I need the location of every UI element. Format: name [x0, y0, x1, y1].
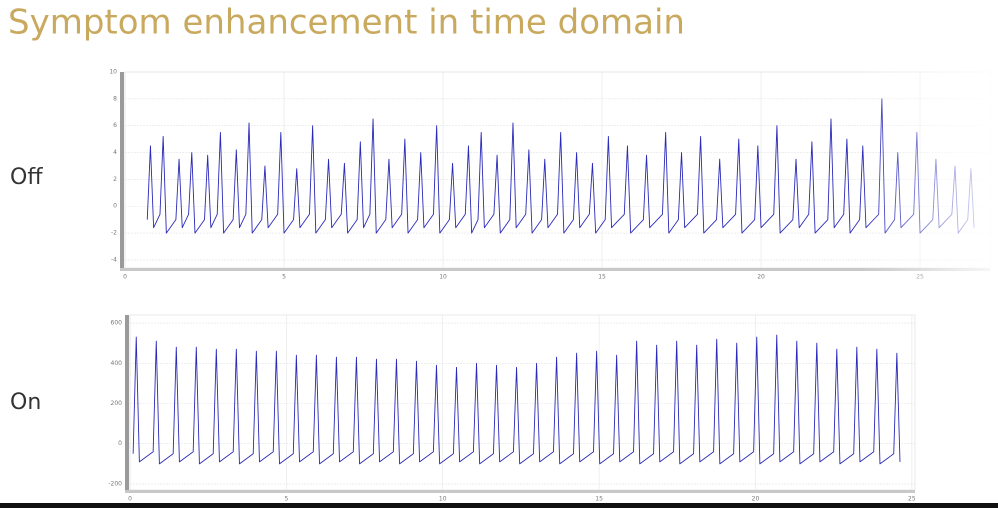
plot-area — [129, 314, 916, 491]
x-tick-label: 25 — [908, 496, 916, 503]
row-label: On — [10, 390, 41, 415]
signal-line — [146, 98, 975, 234]
x-tick-label: 5 — [282, 274, 286, 281]
y-tick-label: 8 — [113, 95, 117, 102]
x-tick-label: 10 — [439, 274, 447, 281]
y-tick-label: 10 — [109, 69, 117, 76]
y-axis — [125, 315, 129, 493]
y-axis — [120, 72, 124, 271]
y-tick-label: 600 — [111, 320, 123, 327]
x-tick-label: 5 — [284, 496, 288, 503]
y-tick-label: 0 — [113, 203, 117, 210]
y-tick-label: -4 — [111, 256, 117, 263]
x-tick-label: 0 — [128, 496, 132, 503]
x-tick-label: 10 — [439, 496, 447, 503]
slide-title: Symptom enhancement in time domain — [8, 3, 685, 43]
row-label: Off — [10, 165, 43, 190]
y-tick-label: 4 — [113, 149, 117, 156]
bottom-bar — [0, 503, 998, 508]
y-tick-label: 400 — [111, 360, 123, 367]
x-axis — [125, 490, 915, 493]
x-tick-label: 15 — [595, 496, 603, 503]
charts: Off-4-202468100510152025On-2000200400600… — [10, 69, 991, 503]
y-tick-label: 2 — [113, 176, 117, 183]
y-tick-label: -200 — [108, 480, 122, 487]
y-tick-label: 200 — [111, 400, 123, 407]
y-tick-label: 0 — [118, 440, 122, 447]
x-tick-label: 15 — [598, 274, 606, 281]
x-tick-label: 20 — [757, 274, 765, 281]
x-tick-label: 20 — [752, 496, 760, 503]
x-axis — [120, 268, 990, 271]
fade-overlay — [860, 60, 998, 280]
x-tick-label: 0 — [123, 274, 127, 281]
y-tick-label: -2 — [111, 230, 117, 237]
y-tick-label: 6 — [113, 122, 117, 129]
signal-line — [132, 334, 901, 465]
